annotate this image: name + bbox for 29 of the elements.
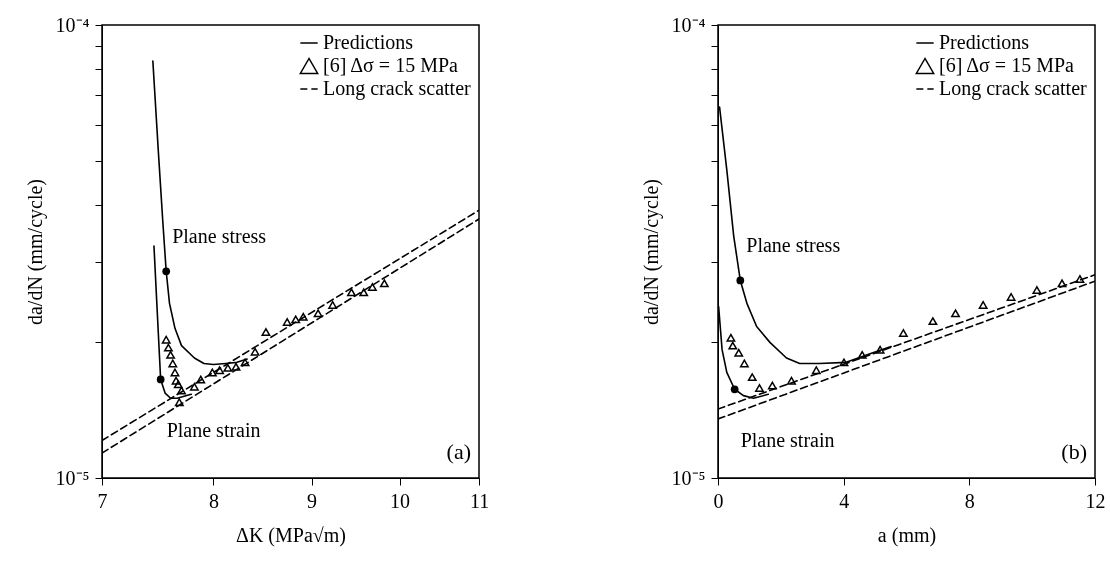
x-tick-label: 11 xyxy=(469,489,490,512)
legend-label: Predictions xyxy=(323,31,414,53)
y-tick-label: 10⁻⁵ xyxy=(55,466,90,489)
y-tick-label: 10⁻⁴ xyxy=(671,13,706,36)
x-tick-label: 7 xyxy=(97,489,108,512)
annotation: Plane stress xyxy=(746,234,841,257)
x-tick-label: 4 xyxy=(839,489,850,512)
x-tick-label: 0 xyxy=(713,489,724,512)
x-tick-label: 8 xyxy=(964,489,975,512)
y-axis-title: da/dN (mm/cycle) xyxy=(639,178,663,326)
annotation: Plane strain xyxy=(740,429,835,452)
x-tick-label: 10 xyxy=(390,489,410,512)
annotation: Plane stress xyxy=(172,225,267,248)
annotation: (a) xyxy=(446,439,471,464)
legend-label: Long crack scatter xyxy=(939,77,1088,100)
legend-label: [6] Δσ = 15 MPa xyxy=(323,54,459,76)
annotation: (b) xyxy=(1061,439,1087,464)
annotation: Plane strain xyxy=(166,419,261,442)
x-tick-label: 9 xyxy=(307,489,318,512)
x-axis-title: a (mm) xyxy=(877,523,937,547)
legend-label: Predictions xyxy=(939,31,1030,53)
x-axis-title: ΔK (MPa√m) xyxy=(236,523,346,547)
x-tick-label: 8 xyxy=(208,489,219,512)
y-tick-label: 10⁻⁵ xyxy=(671,466,706,489)
y-tick-label: 10⁻⁴ xyxy=(55,13,90,36)
legend-label: [6] Δσ = 15 MPa xyxy=(939,54,1075,76)
legend-label: Long crack scatter xyxy=(323,77,472,100)
x-tick-label: 12 xyxy=(1085,489,1106,512)
y-axis-title: da/dN (mm/cycle) xyxy=(23,178,47,326)
